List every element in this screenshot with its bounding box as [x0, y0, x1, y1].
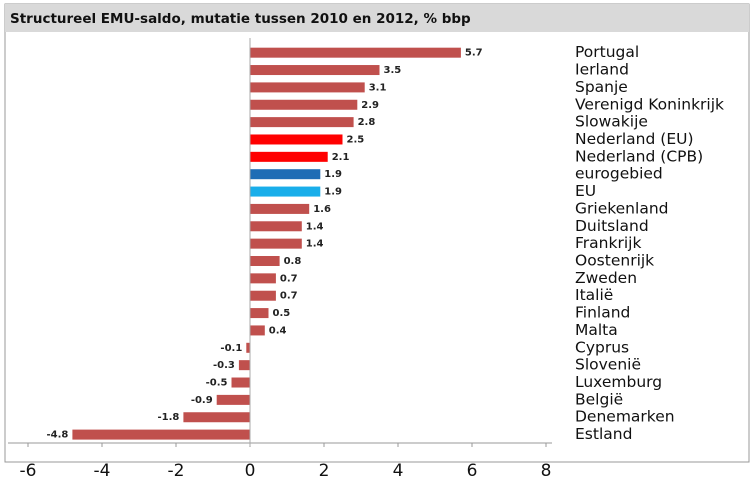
category-label: Spanje [575, 78, 628, 96]
category-label: Verenigd Koninkrijk [575, 95, 724, 113]
x-tick-label: -2 [168, 461, 185, 481]
bar [250, 325, 265, 336]
x-tick-label: 2 [319, 461, 330, 481]
value-label: 2.1 [332, 152, 350, 163]
x-tick-label: 8 [541, 461, 552, 481]
value-label: -0.9 [191, 395, 213, 406]
bar [250, 151, 328, 162]
value-label: -0.3 [213, 360, 235, 371]
value-label: 1.4 [306, 221, 324, 232]
value-label: 0.4 [269, 325, 287, 336]
bar [250, 169, 321, 180]
x-tick-label: -4 [94, 461, 111, 481]
bar [250, 65, 380, 76]
bar [250, 117, 354, 128]
bar [231, 377, 250, 388]
category-label: eurogebied [575, 165, 663, 183]
bar [238, 360, 250, 371]
value-label: 0.8 [284, 256, 302, 267]
category-label: Zweden [575, 269, 637, 287]
category-label: Duitsland [575, 217, 649, 235]
x-tick-label: 6 [467, 461, 478, 481]
bar [250, 308, 269, 319]
category-label: Luxemburg [575, 373, 662, 391]
category-label: Portugal [575, 43, 639, 61]
bar [250, 203, 310, 214]
category-label: Italië [575, 286, 613, 304]
bar [216, 394, 250, 405]
title-bar [5, 4, 749, 32]
category-label: Slowakije [575, 113, 648, 131]
value-label: 0.7 [280, 291, 298, 302]
bar [250, 273, 276, 284]
category-label: Ierland [575, 61, 629, 79]
category-label: Finland [575, 304, 630, 322]
bar [250, 186, 321, 197]
bar [250, 221, 302, 232]
value-label: 3.1 [369, 82, 387, 93]
category-label: Cyprus [575, 338, 629, 356]
value-label: 3.5 [384, 65, 402, 76]
bar [72, 429, 251, 440]
value-label: 1.4 [306, 239, 324, 250]
value-label: -4.8 [47, 430, 69, 441]
category-label: EU [575, 182, 596, 200]
bar [250, 290, 276, 301]
value-label: 1.9 [324, 169, 342, 180]
value-label: -1.8 [158, 412, 180, 423]
value-label: 0.5 [273, 308, 291, 319]
value-label: -0.5 [206, 378, 228, 389]
category-label: Frankrijk [575, 234, 641, 252]
x-tick-label: 4 [393, 461, 404, 481]
value-label: 5.7 [465, 48, 483, 59]
bar [250, 134, 343, 145]
x-tick-label: 0 [245, 461, 256, 481]
category-label: Estland [575, 425, 632, 443]
category-label: België [575, 390, 623, 408]
bar [250, 256, 280, 266]
category-label: Malta [575, 321, 618, 339]
value-label: 1.6 [313, 204, 331, 215]
chart-title: Structureel EMU-saldo, mutatie tussen 20… [10, 11, 471, 27]
x-tick-label: -6 [20, 461, 37, 481]
category-label: Slovenië [575, 356, 641, 374]
category-label: Nederland (EU) [575, 130, 694, 148]
bar [250, 82, 365, 93]
value-label: 2.8 [358, 117, 376, 128]
value-label: 2.9 [361, 100, 379, 111]
category-label: Griekenland [575, 199, 668, 217]
value-label: 0.7 [280, 273, 298, 284]
bar [183, 412, 250, 423]
value-label: 2.5 [347, 134, 365, 145]
bar [250, 47, 461, 58]
value-label: 1.9 [324, 187, 342, 198]
value-label: -0.1 [220, 343, 242, 354]
bar [250, 99, 358, 110]
bar [250, 238, 302, 249]
frame [4, 3, 750, 463]
bar [246, 342, 250, 353]
category-label: Oostenrijk [575, 252, 654, 270]
category-label: Denemarken [575, 408, 675, 426]
category-label: Nederland (CPB) [575, 147, 703, 165]
